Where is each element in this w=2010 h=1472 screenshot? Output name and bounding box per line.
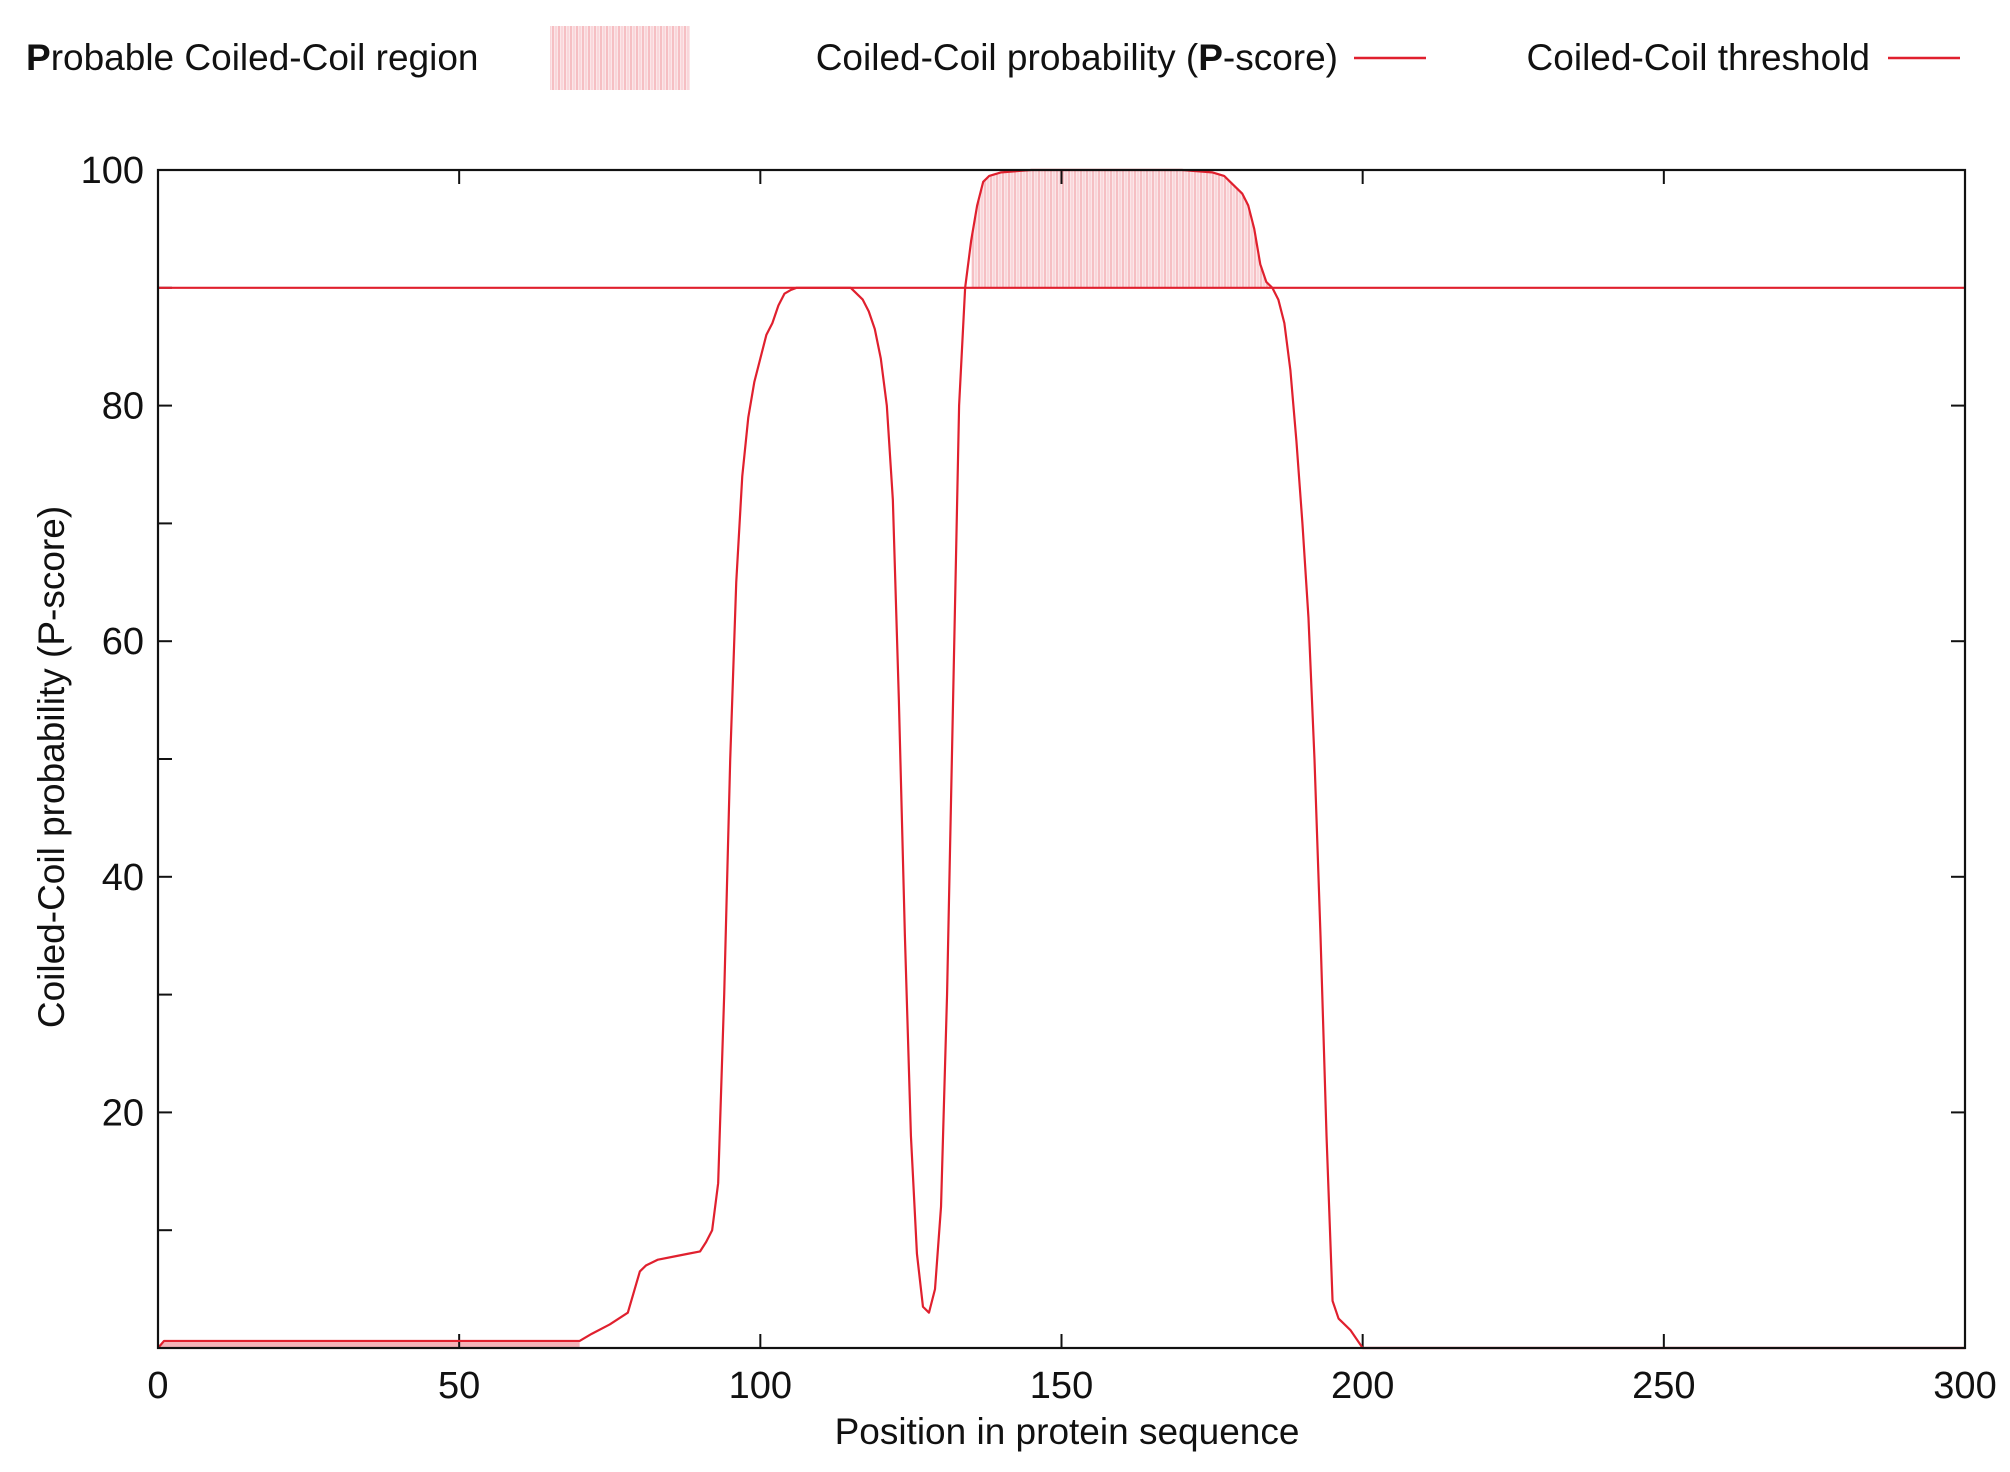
legend-label-pscore: Coiled-Coil probability (P-score) <box>816 37 1338 78</box>
y-tick-label: 80 <box>102 386 144 428</box>
y-tick-label: 60 <box>102 621 144 663</box>
legend-label-threshold: Coiled-Coil threshold <box>1527 37 1870 78</box>
x-tick-label: 150 <box>1030 1365 1093 1407</box>
x-axis-ticks: 0 50 100 150 200 250 300 <box>147 170 1997 1407</box>
y-tick-label: 40 <box>102 857 144 899</box>
y-axis-ticks: 20 40 60 80 100 <box>81 150 1965 1232</box>
y-tick-label: 100 <box>81 150 144 192</box>
x-tick-label: 250 <box>1632 1365 1695 1407</box>
region-fill-area <box>971 170 1273 288</box>
coiled-coil-region <box>158 170 1273 1348</box>
baseline-fill-area <box>158 1340 580 1348</box>
plot-frame <box>156 168 1967 1350</box>
x-tick-label: 0 <box>147 1365 168 1407</box>
legend-label-region: Probable Coiled-Coil region <box>26 37 478 78</box>
x-axis-title: Position in protein sequence <box>835 1411 1300 1452</box>
legend-swatch-region <box>550 26 690 90</box>
pscore-series-line <box>157 168 1965 1350</box>
x-tick-label: 50 <box>438 1365 480 1407</box>
plot-area: 0 50 100 150 200 250 300 20 40 60 80 100 <box>81 150 1997 1407</box>
legend: Probable Coiled-Coil region Coiled-Coil … <box>26 26 1960 90</box>
x-tick-label: 100 <box>729 1365 792 1407</box>
y-tick-label: 20 <box>102 1092 144 1134</box>
x-tick-label: 300 <box>1933 1365 1996 1407</box>
x-tick-label: 200 <box>1331 1365 1394 1407</box>
y-axis-title: Coiled-Coil probability (P-score) <box>31 506 72 1028</box>
